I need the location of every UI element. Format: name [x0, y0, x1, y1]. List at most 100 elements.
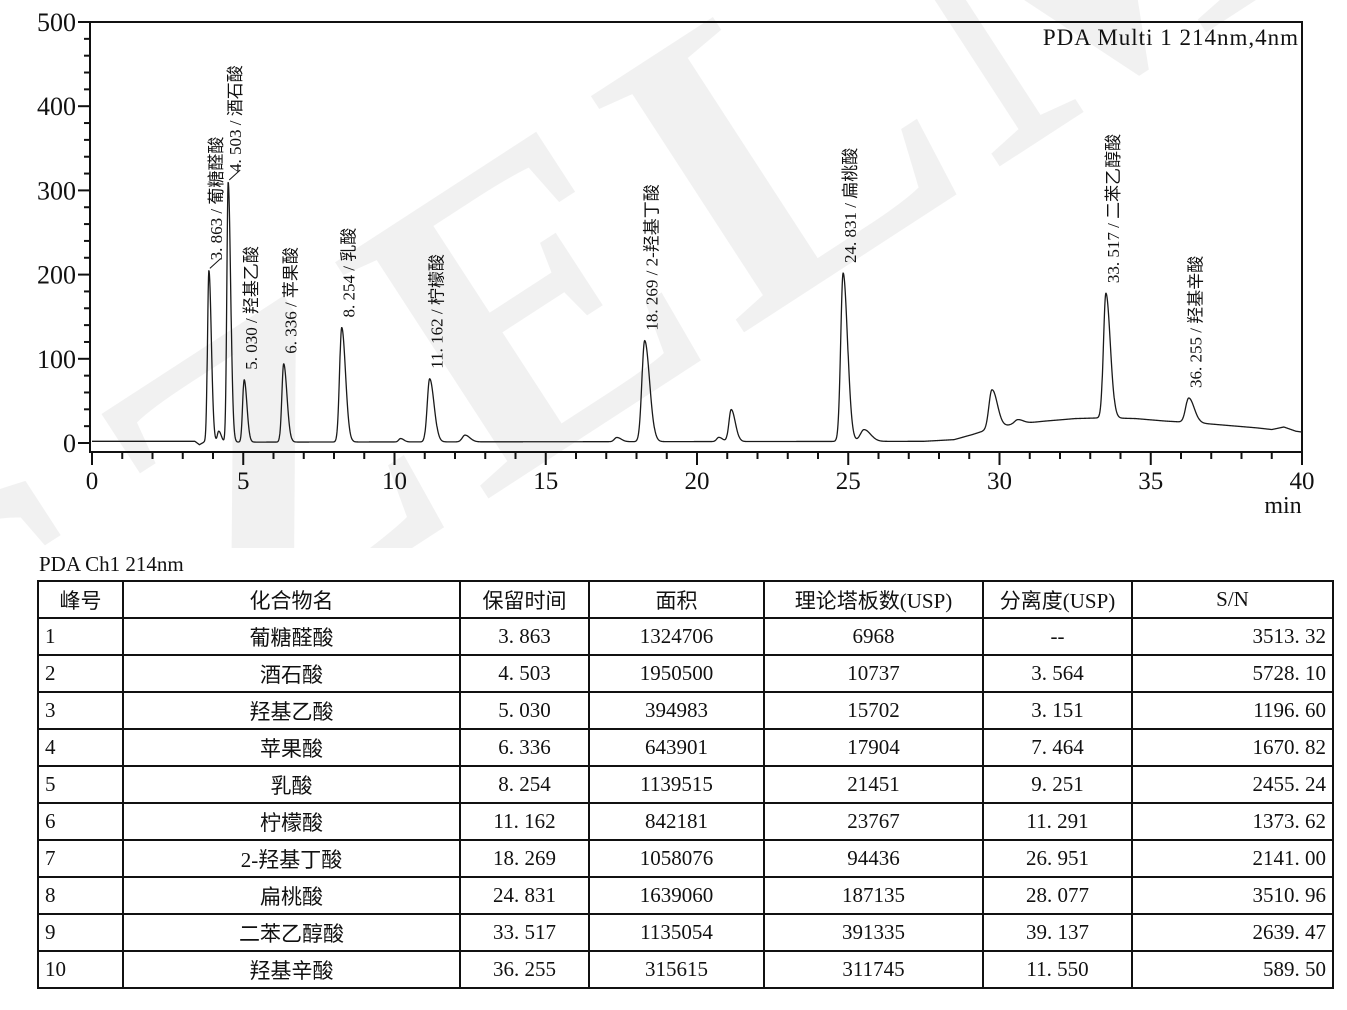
table-cell: 6. 336 [459, 728, 590, 767]
table-cell: 26. 951 [982, 839, 1133, 878]
table-cell: 11. 550 [982, 950, 1133, 989]
x-axis-tick-label: 30 [987, 468, 1012, 495]
peak-label: 8. 254 / 乳酸 [340, 228, 359, 318]
watermark: GZELM [0, 0, 1347, 939]
x-axis-tick-label: 20 [685, 468, 710, 495]
peak-label: 5. 030 / 羟基乙酸 [242, 246, 261, 370]
table-cell: 苹果酸 [122, 728, 461, 767]
table-header-cell: 峰号 [37, 580, 124, 619]
table-cell: 11. 291 [982, 802, 1133, 841]
table-cell: 柠檬酸 [122, 802, 461, 841]
table-cell: 391335 [763, 913, 984, 952]
chromatogram: GZELM01002003004005000510152025303540min… [0, 0, 1347, 939]
y-axis-tick-label: 500 [37, 8, 76, 37]
y-axis-tick-label: 400 [37, 92, 76, 121]
table-header-row: 峰号 化合物名 保留时间 面积 理论塔板数(USP) 分离度(USP) S/N [37, 580, 1334, 619]
table-cell: 33. 517 [459, 913, 590, 952]
table-cell: 5. 030 [459, 691, 590, 730]
table-cell: 乳酸 [122, 765, 461, 804]
table-cell: 3510. 96 [1131, 876, 1334, 915]
table-cell: 1135054 [588, 913, 765, 952]
peak-table: 峰号 化合物名 保留时间 面积 理论塔板数(USP) 分离度(USP) S/N 1 葡糖醛酸 3… [37, 580, 1334, 989]
table-cell: 24. 831 [459, 876, 590, 915]
peak-label: 3. 863 / 葡糖醛酸 [207, 137, 226, 261]
x-axis-tick-label: 40 [1290, 468, 1315, 495]
table-cell: 2455. 24 [1131, 765, 1334, 804]
table-cell: 311745 [763, 950, 984, 989]
table-cell: 5 [37, 765, 124, 804]
table-row: 6 柠檬酸 11. 162 842181 23767 11. 291 1373. 62 [37, 802, 1334, 841]
table-cell: 9. 251 [982, 765, 1133, 804]
table-cell: 643901 [588, 728, 765, 767]
peak-table-body: 1 葡糖醛酸 3. 863 1324706 6968 -- 3513. 32 2 酒石酸 4. 5… [37, 617, 1334, 989]
table-row: 1 葡糖醛酸 3. 863 1324706 6968 -- 3513. 32 [37, 617, 1334, 656]
chromatogram-panel: GZELM01002003004005000510152025303540min… [0, 0, 1347, 939]
chromatogram-trace [91, 181, 1303, 446]
table-header-cell: S/N [1131, 580, 1334, 619]
x-axis-tick-label: 15 [533, 468, 558, 495]
table-cell: 10737 [763, 654, 984, 693]
table-cell: 1139515 [588, 765, 765, 804]
x-axis-tick-label: 10 [382, 468, 407, 495]
table-cell: 94436 [763, 839, 984, 878]
x-axis-tick-label: 5 [237, 468, 250, 495]
table-cell: 8. 254 [459, 765, 590, 804]
y-axis-tick-label: 0 [63, 429, 76, 458]
table-cell: 2-羟基丁酸 [122, 839, 461, 878]
table-cell: 1196. 60 [1131, 691, 1334, 730]
table-cell: 二苯乙醇酸 [122, 913, 461, 952]
table-row: 5 乳酸 8. 254 1139515 21451 9. 251 2455. 24 [37, 765, 1334, 804]
table-row: 3 羟基乙酸 5. 030 394983 15702 3. 151 1196. 60 [37, 691, 1334, 730]
table-cell: 11. 162 [459, 802, 590, 841]
peak-label-leader-line [228, 169, 241, 181]
table-cell: 扁桃酸 [122, 876, 461, 915]
peak-table-section: PDA Ch1 214nm 峰号 化合物名 保留时间 面积 理论塔板数(USP) 分离度(… [37, 551, 1334, 989]
peak-label-leader-line [209, 258, 222, 269]
table-cell: 1373. 62 [1131, 802, 1334, 841]
table-row: 10 羟基辛酸 36. 255 315615 311745 11. 550 589. 50 [37, 950, 1334, 989]
peak-label: 11. 162 / 柠檬酸 [428, 254, 447, 369]
table-cell: 1639060 [588, 876, 765, 915]
table-header-cell: 分离度(USP) [982, 580, 1133, 619]
x-axis-tick-label: 25 [836, 468, 861, 495]
table-cell: 3. 151 [982, 691, 1133, 730]
x-axis-unit-label: min [1264, 493, 1301, 519]
table-row: 4 苹果酸 6. 336 643901 17904 7. 464 1670. 82 [37, 728, 1334, 767]
table-cell: 6968 [763, 617, 984, 656]
y-axis-tick-label: 100 [37, 345, 76, 374]
table-cell: 3. 564 [982, 654, 1133, 693]
table-row: 2 酒石酸 4. 503 1950500 10737 3. 564 5728. 10 [37, 654, 1334, 693]
table-cell: -- [982, 617, 1133, 656]
peak-label: 6. 336 / 苹果酸 [282, 247, 301, 354]
table-cell: 5728. 10 [1131, 654, 1334, 693]
y-axis-tick-label: 200 [37, 261, 76, 290]
table-cell: 6 [37, 802, 124, 841]
table-cell: 21451 [763, 765, 984, 804]
table-cell: 36. 255 [459, 950, 590, 989]
table-cell: 7 [37, 839, 124, 878]
table-header-cell: 化合物名 [122, 580, 461, 619]
peak-label: 36. 255 / 羟基辛酸 [1187, 256, 1206, 388]
table-cell: 4. 503 [459, 654, 590, 693]
table-cell: 23767 [763, 802, 984, 841]
table-cell: 7. 464 [982, 728, 1133, 767]
table-cell: 17904 [763, 728, 984, 767]
table-cell: 2639. 47 [1131, 913, 1334, 952]
table-header-cell: 理论塔板数(USP) [763, 580, 984, 619]
table-cell: 9 [37, 913, 124, 952]
peak-table-caption: PDA Ch1 214nm [39, 552, 184, 576]
table-cell: 羟基乙酸 [122, 691, 461, 730]
table-cell: 葡糖醛酸 [122, 617, 461, 656]
table-cell: 8 [37, 876, 124, 915]
table-cell: 39. 137 [982, 913, 1133, 952]
table-row: 7 2-羟基丁酸 18. 269 1058076 94436 26. 951 2141. 0… [37, 839, 1334, 878]
table-cell: 187135 [763, 876, 984, 915]
y-axis-tick-label: 300 [37, 176, 76, 205]
table-cell: 394983 [588, 691, 765, 730]
table-cell: 2 [37, 654, 124, 693]
peak-table-head: 峰号 化合物名 保留时间 面积 理论塔板数(USP) 分离度(USP) S/N [37, 580, 1334, 619]
peak-label: 24. 831 / 扁桃酸 [841, 148, 860, 263]
table-cell: 842181 [588, 802, 765, 841]
table-header-cell: 面积 [588, 580, 765, 619]
table-cell: 1 [37, 617, 124, 656]
